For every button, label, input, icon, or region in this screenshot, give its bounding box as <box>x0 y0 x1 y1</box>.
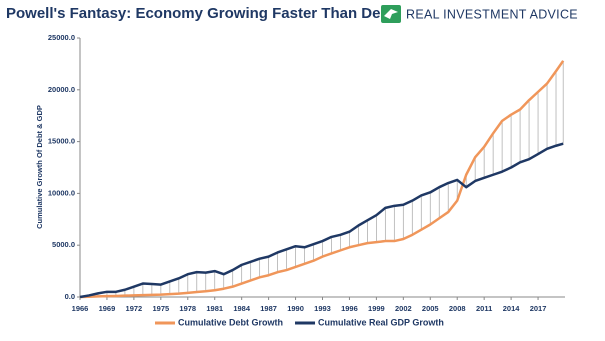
x-tick-label: 1972 <box>126 304 143 313</box>
y-tick-label: 15000.0 <box>48 137 75 146</box>
chart-title: Powell's Fantasy: Economy Growing Faster… <box>6 5 395 22</box>
y-tick-label: 20000.0 <box>48 85 75 94</box>
x-tick-label: 1978 <box>179 304 196 313</box>
x-tick-label: 1987 <box>260 304 277 313</box>
y-axis-label: Cumulative Growth Of Debt & GDP <box>35 105 44 229</box>
x-tick-label: 2014 <box>503 304 521 313</box>
logo-text: REAL INVESTMENT ADVICE <box>406 7 578 21</box>
x-tick-label: 1993 <box>314 304 331 313</box>
x-tick-label: 1999 <box>368 304 385 313</box>
x-tick-label: 2017 <box>530 304 547 313</box>
series-line <box>79 60 565 299</box>
y-tick-label: 0.0 <box>65 292 75 301</box>
series-line <box>79 142 564 299</box>
legend-label: Cumulative Debt Growth <box>178 317 283 327</box>
y-tick-label: 10000.0 <box>48 188 75 197</box>
y-tick-label: 25000.0 <box>48 33 75 42</box>
x-tick-label: 1975 <box>152 304 169 313</box>
x-tick-label: 1984 <box>233 304 251 313</box>
x-tick-label: 2005 <box>422 304 439 313</box>
x-tick-label: 1990 <box>287 304 304 313</box>
y-tick-label: 5000.0 <box>52 240 75 249</box>
x-tick-label: 1969 <box>99 304 116 313</box>
x-tick-label: 1981 <box>206 304 223 313</box>
logo-eagle <box>384 9 398 19</box>
x-tick-label: 2002 <box>395 304 412 313</box>
x-tick-label: 1966 <box>72 304 89 313</box>
legend-label: Cumulative Real GDP Growth <box>318 317 444 327</box>
x-tick-label: 2011 <box>476 304 492 313</box>
x-tick-label: 2008 <box>449 304 466 313</box>
logo: REAL INVESTMENT ADVICE <box>381 5 578 23</box>
x-tick-label: 1996 <box>341 304 358 313</box>
